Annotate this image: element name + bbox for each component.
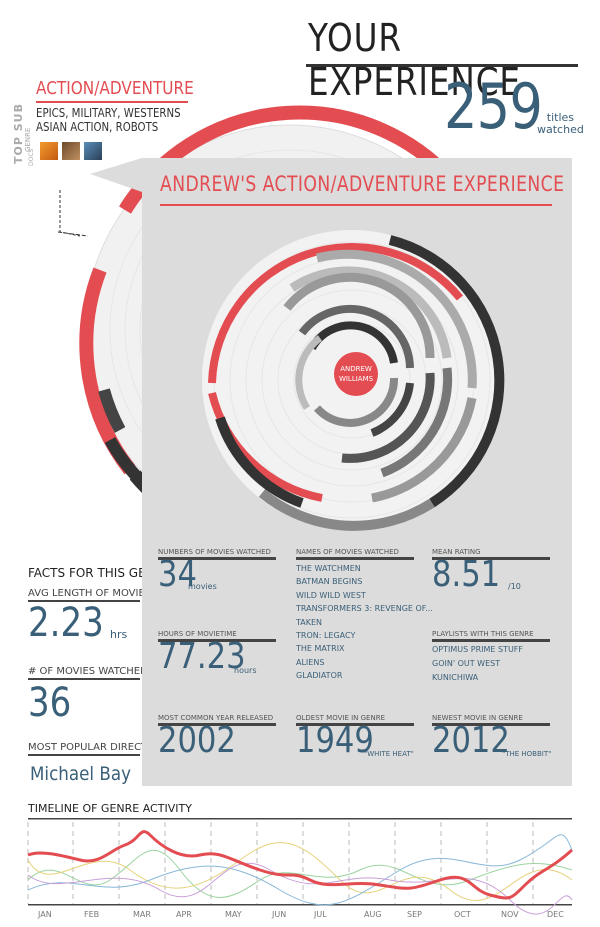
- mean-rating-unit: /10: [508, 582, 521, 591]
- oldest-title: "WHITE HEAT": [364, 750, 414, 758]
- movie-name-item[interactable]: ALIENS: [296, 657, 325, 667]
- common-year-value: 2002: [158, 720, 236, 761]
- timeline-month-label: JUN: [272, 910, 287, 919]
- facts-title: FACTS FOR THIS GENRE: [28, 566, 171, 580]
- center-name-line2: WILLIAMS: [339, 375, 374, 383]
- center-name-line1: ANDREW: [340, 365, 372, 373]
- card-title-divider: [160, 204, 552, 206]
- playlists-label: PLAYLISTS WITH THIS GENRE: [432, 630, 534, 638]
- newest-divider: [432, 723, 550, 726]
- card-title: ANDREW'S ACTION/ADVENTURE EXPERIENCE: [160, 172, 565, 196]
- mean-rating-value: 8.51: [432, 554, 501, 595]
- hours-label: HOURS OF MOVIETIME: [158, 630, 237, 638]
- director-value: Michael Bay: [30, 763, 131, 785]
- titles-watched-count: 259: [444, 70, 543, 143]
- timeline-month-label: OCT: [454, 910, 471, 919]
- timeline-title: TIMELINE OF GENRE ACTIVITY: [28, 802, 192, 815]
- movie-name-item[interactable]: TRON: LEGACY: [296, 631, 356, 640]
- avg-length-divider: [28, 600, 140, 602]
- num-movies-unit: movies: [188, 582, 217, 591]
- timeline-month-label: SEP: [407, 910, 422, 919]
- common-year-divider: [158, 723, 276, 726]
- thumbnail-1-image[interactable]: [40, 142, 58, 160]
- num-movies-label: NUMBERS OF MOVIES WATCHED: [158, 548, 271, 556]
- timeline-month-label: AUG: [364, 910, 382, 919]
- movies-watched-divider: [28, 678, 140, 680]
- oldest-value: 1949: [296, 720, 374, 761]
- newest-title: "THE HOBBIT": [502, 750, 552, 758]
- movie-name-item[interactable]: TAKEN: [296, 617, 323, 627]
- avg-length-label: AVG LENGTH OF MOVIE: [28, 588, 145, 599]
- num-movies-divider: [158, 557, 276, 560]
- genre-experience-card: ANDREW'S ACTION/ADVENTURE EXPERIENCE AND…: [142, 158, 572, 786]
- oldest-divider: [296, 723, 414, 726]
- experience-ring-chart: ANDREW WILLIAMS: [202, 230, 505, 531]
- common-year-label: MOST COMMON YEAR RELEASED: [158, 714, 274, 722]
- timeline-month-label: DEC: [547, 910, 564, 919]
- playlist-item[interactable]: KUNICHIWA: [432, 673, 479, 682]
- thumbnail-2-image[interactable]: [62, 142, 80, 160]
- genre-divider: [36, 101, 188, 103]
- subgenre-list-line1: EPICS, MILITARY, WESTERNS: [36, 106, 181, 120]
- movie-name-item[interactable]: THE MATRIX: [296, 644, 345, 654]
- movie-name-item[interactable]: WILD WILD WEST: [296, 590, 366, 600]
- timeline-month-label: APR: [176, 910, 192, 919]
- title-divider: [306, 64, 578, 67]
- timeline-month-label: MAR: [133, 910, 151, 919]
- card-pointer: [90, 158, 142, 192]
- timeline-month-label: MAY: [225, 910, 242, 919]
- director-divider: [28, 754, 140, 756]
- playlist-item[interactable]: GOIN' OUT WEST: [432, 659, 501, 668]
- movie-name-item[interactable]: BATMAN BEGINS: [296, 577, 363, 587]
- titles-label-line2: watched: [537, 123, 584, 136]
- titles-label-line1: titles: [546, 111, 575, 124]
- movie-name-item[interactable]: GLADIATOR: [296, 671, 343, 681]
- hours-unit: hours: [234, 666, 257, 675]
- movie-names-label: NAMES OF MOVIES WATCHED: [296, 548, 399, 556]
- movie-name-item[interactable]: THE WATCHMEN: [296, 564, 361, 573]
- timeline-month-label: NOV: [501, 910, 519, 919]
- movies-watched-label: # OF MOVIES WATCHED: [28, 666, 148, 677]
- movies-watched-value: 36: [28, 680, 72, 726]
- newest-value: 2012: [432, 720, 510, 761]
- director-label: MOST POPULAR DIRECTOR: [28, 742, 162, 753]
- mean-rating-label: MEAN RATING: [432, 548, 481, 556]
- mean-rating-divider: [432, 557, 550, 560]
- movie-names-divider: [296, 557, 414, 560]
- titles-watched-label: titles watched: [537, 112, 584, 136]
- movie-name-item[interactable]: TRANSFORMERS 3: REVENGE OF...: [296, 604, 433, 614]
- hours-divider: [158, 639, 276, 642]
- timeline-month-label: FEB: [84, 910, 100, 919]
- subgenre-list-line2: ASIAN ACTION, ROBOTS: [36, 120, 159, 134]
- page-title: YOUR EXPERIENCE: [308, 16, 521, 104]
- oldest-label: OLDEST MOVIE IN GENRE: [296, 714, 385, 722]
- num-movies-value: 34: [158, 554, 197, 595]
- timeline-month-label: JAN: [38, 910, 52, 919]
- playlist-item[interactable]: OPTIMUS PRIME STUFF: [432, 645, 524, 654]
- thumbnail-3-image[interactable]: [84, 142, 102, 160]
- timeline-month-label: JUL: [314, 910, 327, 919]
- avg-length-unit: hrs: [110, 628, 128, 641]
- genre-name[interactable]: ACTION/ADVENTURE: [36, 78, 194, 99]
- playlists-divider: [432, 639, 550, 642]
- hours-value: 77.23: [158, 636, 246, 677]
- avg-length-value: 2.23: [28, 600, 104, 646]
- newest-label: NEWEST MOVIE IN GENRE: [432, 714, 523, 722]
